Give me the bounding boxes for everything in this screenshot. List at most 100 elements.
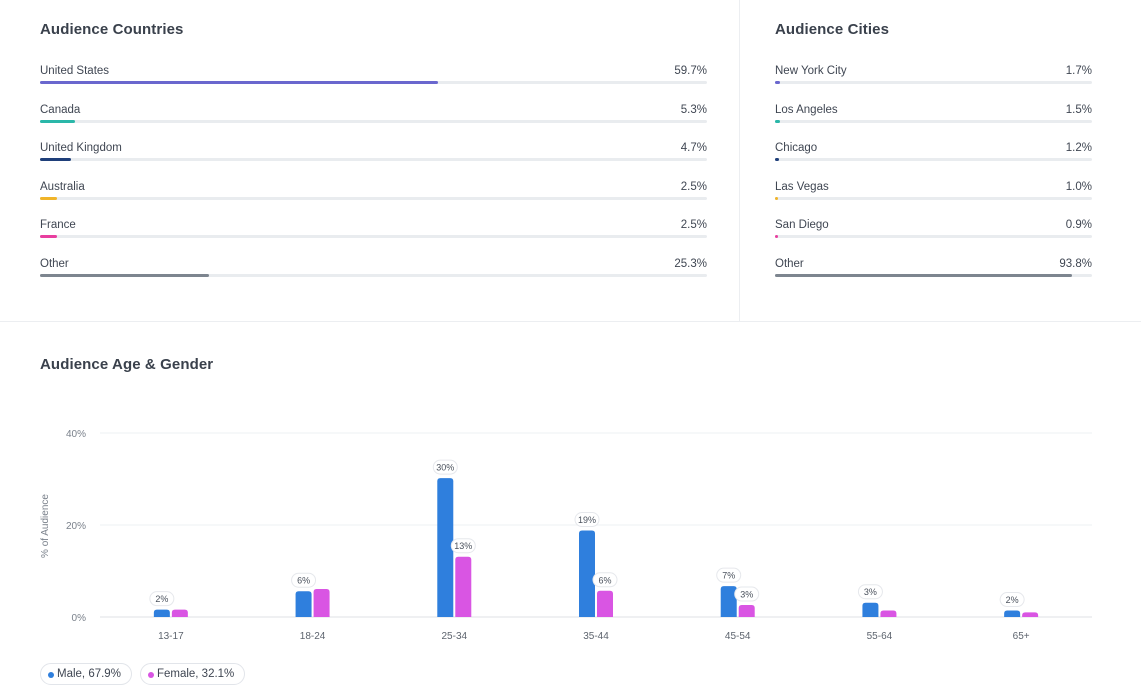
data-label-badge bbox=[450, 538, 476, 554]
countries-value: 25.3% bbox=[674, 257, 707, 270]
countries-value: 4.7% bbox=[680, 142, 707, 154]
y-axis-title: % of Audience bbox=[40, 494, 51, 558]
countries-label: United Kingdom bbox=[40, 142, 122, 154]
countries-progress-track bbox=[40, 235, 707, 238]
countries-progress-track bbox=[40, 81, 707, 84]
cities-value: 0.9% bbox=[1065, 219, 1092, 231]
x-tick-label: 18-24 bbox=[300, 631, 326, 642]
data-label: 30% bbox=[436, 463, 454, 473]
audience-age-gender-title: Audience Age & Gender bbox=[40, 356, 214, 373]
data-label-badge bbox=[592, 572, 618, 588]
female-bar[interactable] bbox=[455, 556, 472, 617]
cities-row: Las Vegas 1.0% bbox=[775, 180, 1092, 219]
countries-label: France bbox=[40, 219, 76, 231]
audience-age-gender-card: Audience Age & Gender 0% 20% 40% % of Audie… bbox=[0, 323, 1141, 700]
cities-progress-fill bbox=[775, 119, 780, 123]
countries-progress-fill bbox=[40, 196, 57, 200]
cities-row: Los Angeles 1.5% bbox=[775, 103, 1092, 142]
countries-label: Canada bbox=[40, 103, 81, 116]
male-bar[interactable] bbox=[1004, 610, 1021, 617]
data-label-badge bbox=[716, 567, 742, 583]
age-gender-bar-chart: 0% 20% 40% % of Audience 13-17 2% 18-24 6% 25-34… bbox=[40, 429, 1092, 642]
data-label: 13% bbox=[454, 541, 472, 551]
cities-label: San Diego bbox=[775, 219, 829, 231]
audience-countries-card: Audience Countries United States 59.7% Can… bbox=[0, 0, 740, 322]
countries-label: Other bbox=[40, 257, 69, 270]
male-bar[interactable] bbox=[720, 586, 737, 617]
cities-value: 1.2% bbox=[1065, 142, 1092, 154]
audience-countries-title: Audience Countries bbox=[40, 21, 184, 38]
female-bar[interactable] bbox=[313, 588, 330, 617]
cities-value: 1.0% bbox=[1065, 180, 1092, 193]
legend-item-female[interactable]: Female, 32.1% bbox=[139, 663, 246, 685]
countries-row: Canada 5.3% bbox=[40, 103, 707, 142]
female-bar[interactable] bbox=[880, 610, 897, 617]
cities-row: Chicago 1.2% bbox=[775, 141, 1092, 180]
countries-progress-fill bbox=[40, 235, 57, 238]
cities-progress-track bbox=[775, 196, 1092, 200]
countries-row: France 2.5% bbox=[40, 218, 707, 257]
legend-item-male[interactable]: Male, 67.9% bbox=[40, 663, 132, 685]
cities-progress-fill bbox=[775, 196, 779, 200]
countries-progress-fill bbox=[40, 273, 209, 277]
data-label: 6% bbox=[297, 576, 310, 586]
x-tick-label: 13-17 bbox=[158, 631, 184, 642]
data-label-badge bbox=[291, 572, 317, 588]
countries-progress-fill bbox=[40, 158, 72, 161]
male-bar[interactable] bbox=[862, 602, 879, 617]
countries-progress-fill bbox=[40, 119, 76, 123]
cities-label: New York City bbox=[775, 65, 847, 77]
audience-cities-title: Audience Cities bbox=[775, 21, 890, 38]
cities-value: 93.8% bbox=[1059, 257, 1092, 270]
data-label: 3% bbox=[864, 587, 877, 597]
cities-progress-track bbox=[775, 235, 1092, 238]
countries-label: Australia bbox=[40, 180, 85, 193]
cities-progress-fill bbox=[775, 81, 781, 84]
female-bar[interactable] bbox=[1022, 612, 1039, 617]
top-row: Audience Countries United States 59.7% Can… bbox=[0, 0, 1141, 322]
legend-female-label: Female, 32.1% bbox=[156, 668, 235, 680]
data-label-badge bbox=[734, 586, 760, 602]
cities-progress-fill bbox=[775, 235, 778, 238]
countries-row: Other 25.3% bbox=[40, 257, 707, 296]
female-bar[interactable] bbox=[171, 609, 188, 617]
cities-label: Other bbox=[775, 257, 804, 270]
y-tick-label: 0% bbox=[72, 613, 87, 624]
countries-label: United States bbox=[40, 65, 110, 77]
countries-progress-track bbox=[40, 196, 707, 200]
audience-countries-list: United States 59.7% Canada 5.3% United Kingd… bbox=[40, 64, 707, 295]
data-label-badge bbox=[999, 592, 1025, 608]
cities-progress-track bbox=[775, 81, 1092, 84]
cities-label: Chicago bbox=[775, 142, 818, 154]
data-label: 19% bbox=[578, 515, 596, 525]
cities-row: San Diego 0.9% bbox=[775, 218, 1092, 257]
cities-progress-track bbox=[775, 273, 1092, 277]
male-bar[interactable] bbox=[295, 591, 312, 617]
female-bar[interactable] bbox=[597, 590, 613, 617]
legend-male-dot-icon bbox=[48, 672, 54, 678]
countries-progress-track bbox=[40, 273, 707, 277]
x-tick-label: 45-54 bbox=[725, 631, 751, 642]
data-label: 2% bbox=[155, 594, 168, 604]
cities-value: 1.7% bbox=[1065, 65, 1092, 77]
x-tick-label: 25-34 bbox=[441, 631, 467, 642]
cities-label: Las Vegas bbox=[775, 180, 829, 193]
data-label-badge bbox=[149, 591, 175, 607]
male-bar[interactable] bbox=[153, 609, 170, 617]
cities-progress-track bbox=[775, 119, 1092, 123]
countries-value: 2.5% bbox=[680, 180, 707, 193]
y-tick-label: 20% bbox=[66, 521, 86, 532]
countries-value: 2.5% bbox=[680, 219, 707, 231]
male-bar[interactable] bbox=[579, 530, 595, 617]
countries-value: 59.7% bbox=[674, 65, 707, 77]
audience-cities-list: New York City 1.7% Los Angeles 1.5% Chicago 1… bbox=[775, 64, 1092, 295]
countries-progress-track bbox=[40, 158, 707, 161]
female-bar[interactable] bbox=[738, 605, 755, 617]
cities-value: 1.5% bbox=[1065, 103, 1092, 116]
data-label: 6% bbox=[598, 575, 611, 585]
countries-row: United Kingdom 4.7% bbox=[40, 141, 707, 180]
cities-row: Other 93.8% bbox=[775, 257, 1092, 296]
male-bar[interactable] bbox=[437, 478, 454, 617]
countries-row: Australia 2.5% bbox=[40, 180, 707, 219]
audience-cities-card: Audience Cities New York City 1.7% Los Ang… bbox=[741, 0, 1141, 322]
